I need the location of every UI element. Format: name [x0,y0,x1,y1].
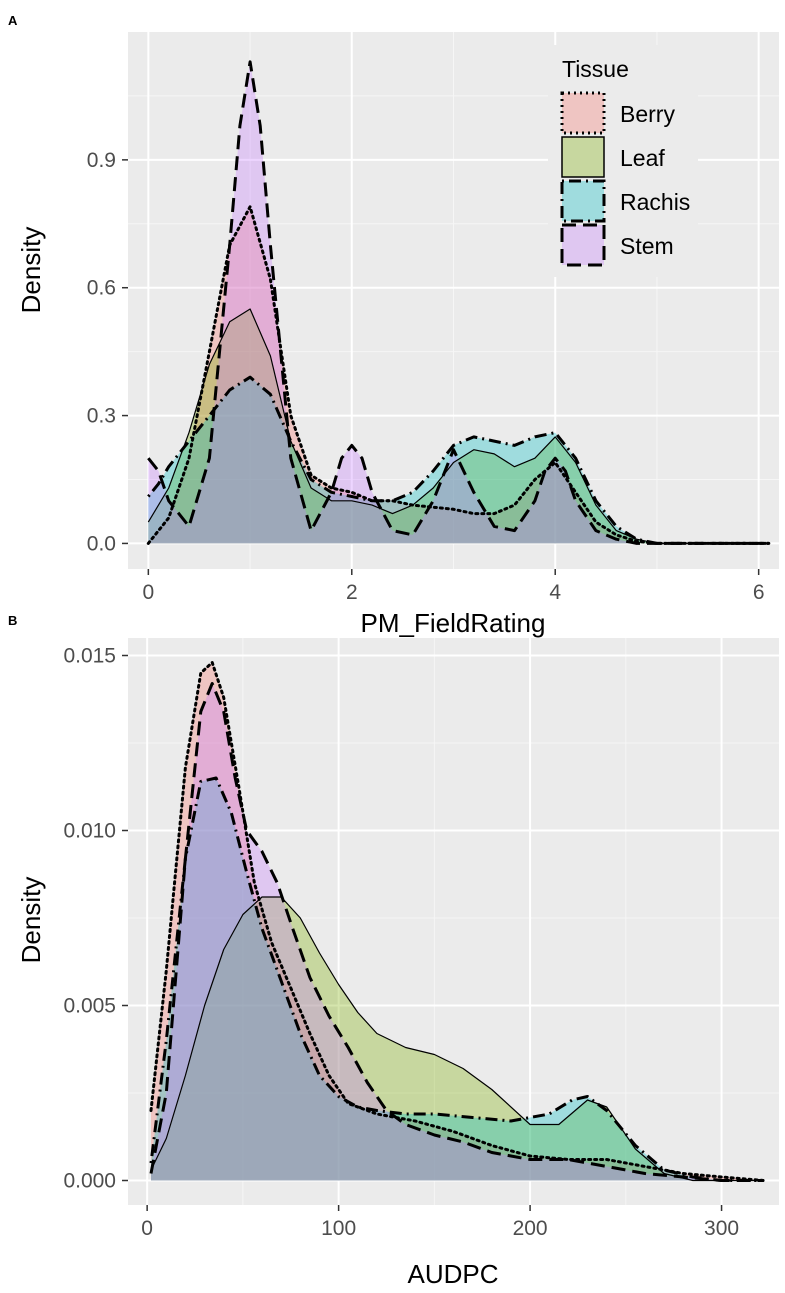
x-tick-label: 0 [143,581,155,604]
y-tick-label: 0.000 [63,1170,116,1193]
legend-key-berry [560,91,606,135]
x-tick-label: 2 [346,581,358,604]
y-tick-label: 0.9 [87,149,116,172]
y-tick-label: 0.010 [63,820,116,843]
legend-key-rachis [560,179,606,223]
panel-b-y-axis-title: Density [16,877,46,964]
panel-a-letter: A [8,13,18,28]
panel-a-y-axis: 0.0 0.3 0.6 0.9 [87,149,128,555]
density-line-berry [149,661,766,1182]
density-line-leaf [147,308,769,544]
panel-a-x-axis-title: PM_FieldRating [361,608,546,638]
y-tick-label: 0.6 [87,277,116,300]
legend-background [548,45,698,277]
legend-label-leaf: Leaf [620,145,665,171]
legend-label-berry: Berry [620,101,675,127]
panel-b-letter: B [8,613,17,628]
density-area-rachis [151,778,764,1181]
legend-label-rachis: Rachis [620,189,690,215]
panel-b-x-axis: 0 100 200 300 [141,1205,739,1240]
panel-a-x-axis: 0 2 4 6 [143,569,765,604]
density-line-stem [147,60,769,545]
legend-title: Tissue [562,56,629,82]
density-line-rachis [147,375,769,545]
legend-label-stem: Stem [620,233,674,259]
density-area-stem [148,61,769,544]
x-tick-label: 200 [513,1217,548,1240]
y-tick-label: 0.015 [63,645,116,668]
legend: Tissue Berry Leaf Rachis Stem [548,45,698,277]
density-area-berry [151,662,764,1181]
panel-b-y-axis: 0.000 0.005 0.010 0.015 [63,645,128,1193]
density-area-leaf [151,897,764,1181]
x-tick-label: 0 [141,1217,153,1240]
panel-b-density-curves [149,661,766,1182]
legend-key-leaf [561,136,605,178]
density-line-rachis [149,776,764,1182]
density-line-berry [146,205,771,545]
panel-b-x-axis-title: AUDPC [407,1259,498,1289]
density-line-stem [149,682,764,1182]
legend-key-stem [560,223,606,267]
x-tick-label: 100 [321,1217,356,1240]
density-area-leaf [148,309,769,544]
x-tick-label: 4 [549,581,561,604]
panel-a-density-curves [146,60,771,545]
density-area-berry [148,206,769,544]
y-tick-label: 0.0 [87,532,116,555]
y-tick-label: 0.3 [87,405,116,428]
x-tick-label: 6 [753,581,765,604]
panel-a: A 0 2 4 6 0.0 0.3 0.6 0.9 PM_FieldRating Densi… [8,13,779,638]
panel-a-y-axis-title: Density [16,227,46,314]
legend-items: Berry Leaf Rachis Stem [560,91,690,267]
panel-b-plot-background [128,638,779,1205]
density-area-stem [151,683,764,1181]
y-tick-label: 0.005 [63,995,116,1018]
x-tick-label: 300 [704,1217,739,1240]
